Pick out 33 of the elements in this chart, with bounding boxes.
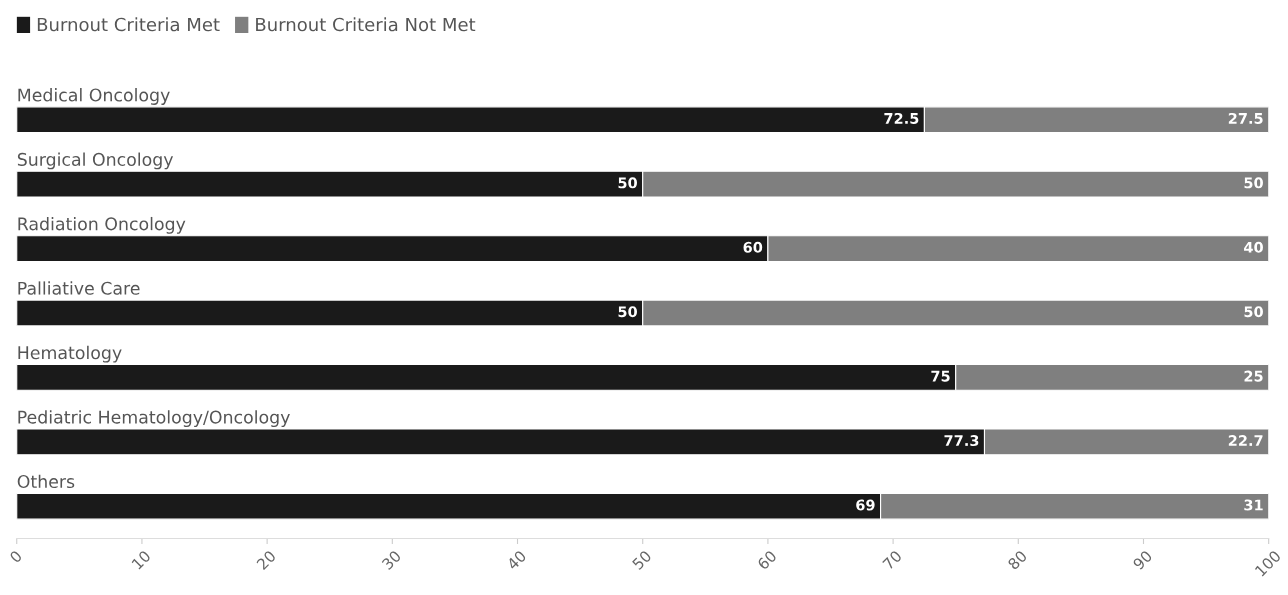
data-label: 60 (743, 241, 763, 253)
legend-label: Burnout Criteria Met (37, 17, 220, 32)
data-label: 40 (1244, 241, 1263, 253)
data-label: 50 (618, 177, 638, 189)
x-tick-label: 70 (882, 549, 903, 571)
y-tick-label: Pediatric Hematology/Oncology (18, 410, 290, 428)
y-tick-label: Others (17, 474, 75, 489)
y-tick-label: Palliative Care (18, 281, 140, 295)
x-tick-label: 50 (631, 549, 652, 571)
data-label: 75 (931, 370, 950, 382)
data-label: 25 (1244, 370, 1263, 382)
data-label: 77.3 (944, 435, 979, 447)
x-tick-label: 20 (256, 549, 277, 571)
data-label: 50 (618, 306, 638, 318)
x-tick-label: 10 (131, 549, 152, 570)
x-tick-label: 60 (756, 549, 778, 571)
data-label: 69 (856, 499, 875, 511)
y-tick-label: Medical Oncology (18, 88, 170, 105)
x-tick-label: 80 (1007, 549, 1028, 571)
y-tick-label: Surgical Oncology (17, 152, 174, 170)
data-label: 27.5 (1228, 112, 1263, 124)
x-tick-label: 40 (506, 549, 527, 571)
data-label: 50 (1244, 177, 1263, 189)
data-label: 72.5 (884, 112, 919, 124)
data-label: 22.7 (1228, 435, 1263, 446)
data-label: 50 (1244, 306, 1263, 318)
x-tick-label: 0 (8, 549, 23, 564)
data-label: 31 (1244, 499, 1263, 511)
x-tick-label: 30 (381, 549, 402, 571)
x-tick-label: 90 (1132, 549, 1153, 571)
y-tick-label: Radiation Oncology (18, 216, 186, 234)
y-tick-label: Hematology (18, 345, 122, 363)
legend-label: Burnout Criteria Not Met (256, 17, 476, 32)
